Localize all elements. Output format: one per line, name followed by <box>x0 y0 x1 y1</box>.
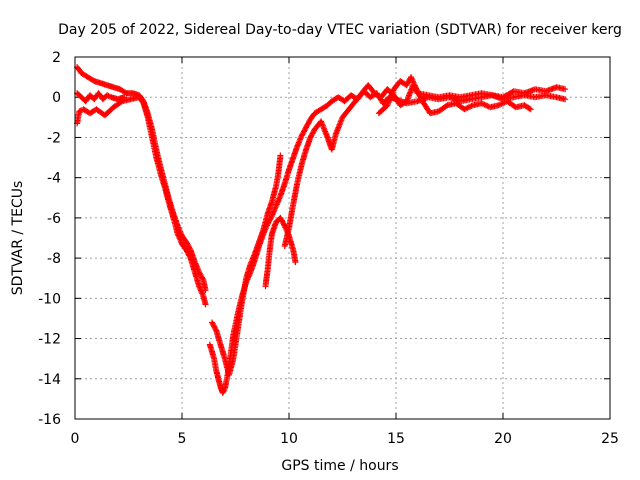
x-axis-label: GPS time / hours <box>281 458 398 474</box>
y-tick-label: -10 <box>38 291 61 307</box>
y-tick-label: 0 <box>52 90 61 106</box>
x-tick-label: 15 <box>387 431 405 447</box>
y-axis-tick-labels: -16 -14 -12 -10 -8 -6 -4 -2 0 2 <box>38 50 61 428</box>
data-points <box>74 64 569 396</box>
y-tick-label: -14 <box>38 372 61 388</box>
y-tick-label: -4 <box>47 171 61 187</box>
x-tick-label: 5 <box>178 431 187 447</box>
y-tick-label: -2 <box>47 130 61 146</box>
data-series-markers <box>209 152 284 378</box>
y-tick-label: -6 <box>47 211 61 227</box>
x-tick-label: 25 <box>601 431 619 447</box>
plot-frame <box>74 56 611 420</box>
data-series-markers <box>74 64 209 294</box>
data-series-markers <box>74 90 128 105</box>
y-tick-label: -12 <box>38 332 61 348</box>
y-tick-label: -16 <box>38 412 61 428</box>
y-tick-label: 2 <box>52 50 61 66</box>
x-axis-tick-labels: 0 5 10 15 20 25 <box>71 431 619 447</box>
x-tick-label: 10 <box>280 431 298 447</box>
data-series-markers <box>375 74 534 117</box>
y-tick-label: -8 <box>47 251 61 267</box>
x-tick-label: 0 <box>71 431 80 447</box>
chart-title: Day 205 of 2022, Sidereal Day-to-day VTE… <box>58 22 622 38</box>
x-tick-label: 20 <box>494 431 512 447</box>
y-axis-label: SDTVAR / TECUs <box>10 181 26 296</box>
